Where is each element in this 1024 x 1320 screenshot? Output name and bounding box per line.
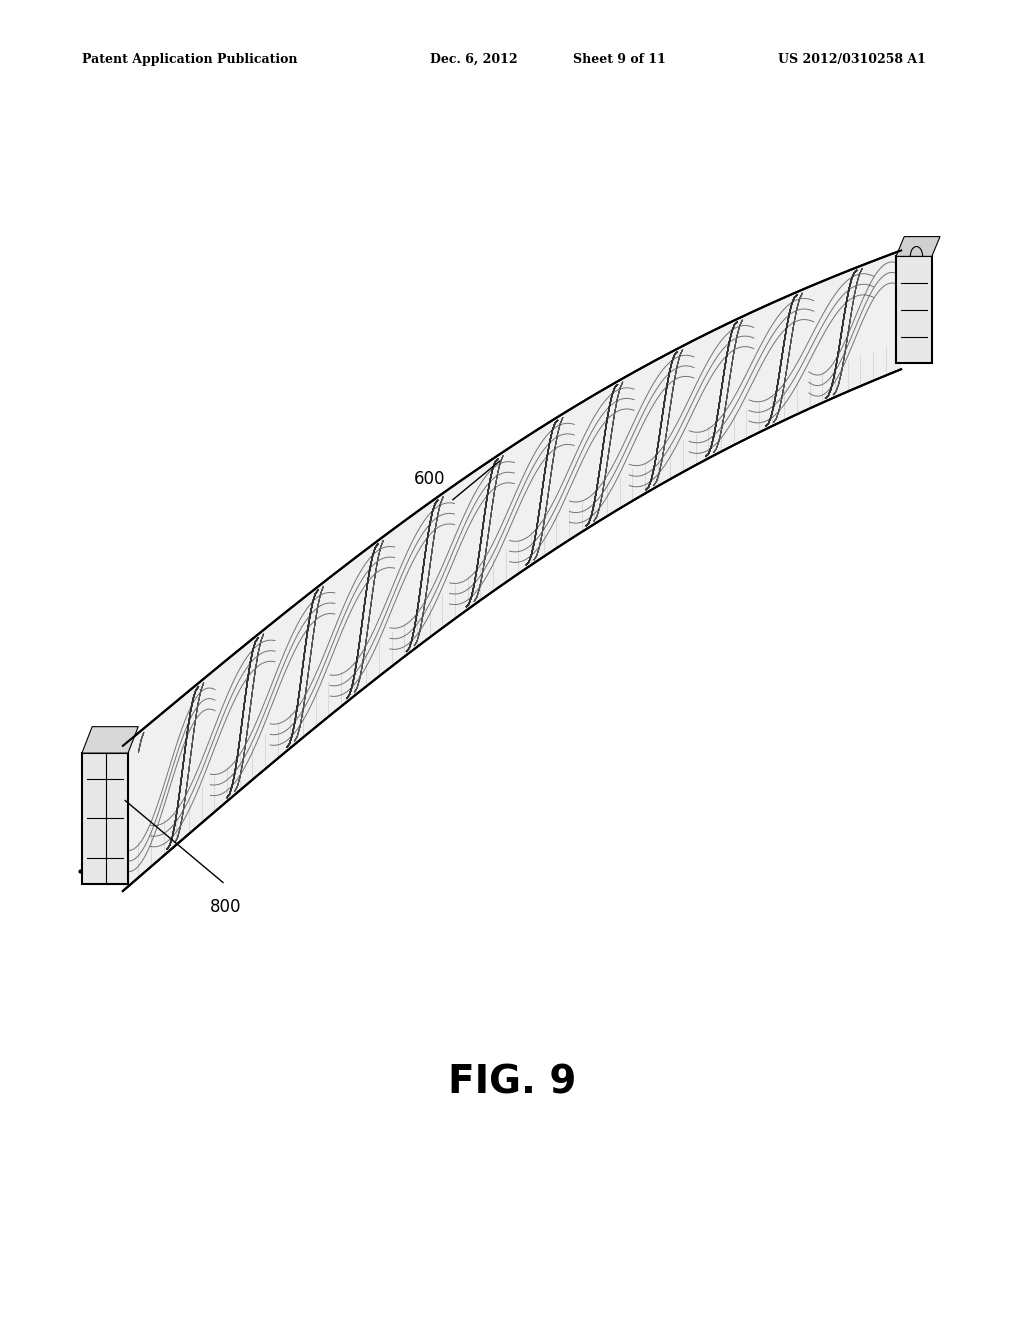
Text: Sheet 9 of 11: Sheet 9 of 11 [573,53,667,66]
Polygon shape [123,251,901,891]
Text: Dec. 6, 2012: Dec. 6, 2012 [430,53,518,66]
Text: Patent Application Publication: Patent Application Publication [82,53,297,66]
Text: US 2012/0310258 A1: US 2012/0310258 A1 [778,53,926,66]
Text: 600: 600 [415,470,445,488]
Text: FIG. 9: FIG. 9 [447,1064,577,1101]
Polygon shape [896,256,932,363]
Polygon shape [896,236,940,256]
Polygon shape [82,752,128,884]
Polygon shape [82,726,138,752]
Text: 800: 800 [210,898,241,916]
